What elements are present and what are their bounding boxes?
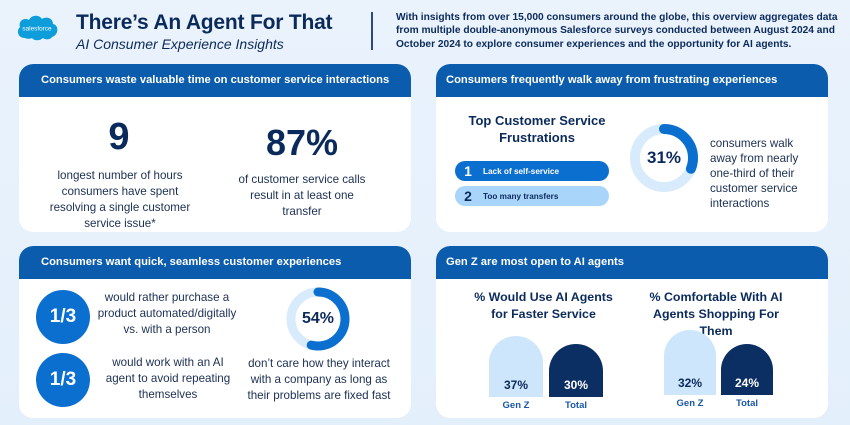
stat-transfer-value: 87% <box>265 122 339 163</box>
cloud-logo-icon: salesforce <box>17 15 58 41</box>
card-gen-z: Gen Z are most open to AI agents % Would… <box>436 246 828 418</box>
fraction-badge: 1/3 <box>36 290 90 344</box>
fraction-badge: 1/3 <box>36 353 90 407</box>
page-title: There’s An Agent For That <box>76 11 333 34</box>
card-wasted-time: Consumers waste valuable time on custome… <box>19 64 411 232</box>
bar-genz-faster: 37% <box>489 336 543 397</box>
frustrations-title: Top Customer Service Frustrations <box>468 113 606 145</box>
card-walk-away: Consumers frequently walk away from frus… <box>436 64 828 232</box>
stat-hours-text: longest number of hours consumers have s… <box>49 169 191 230</box>
chart-title-faster-service: % Would Use AI Agents for Faster Service <box>474 290 613 321</box>
salesforce-logo: salesforce <box>15 12 59 43</box>
stat-hours-value: 9 <box>108 116 130 158</box>
header-divider <box>371 12 373 50</box>
quick-stat-text: would rather purchase a product automate… <box>97 291 237 336</box>
card-heading: Consumers frequently walk away from frus… <box>436 64 828 97</box>
card-heading: Consumers waste valuable time on custome… <box>19 64 411 97</box>
bar-label-genz: Gen Z <box>502 400 530 411</box>
rank-number: 2 <box>464 188 472 204</box>
frustration-label: Lack of self-service <box>483 166 560 176</box>
walkaway-donut-chart: 31% <box>629 123 699 193</box>
bar-total-shopping: 24% <box>721 344 773 395</box>
rank-number: 1 <box>464 163 472 179</box>
bar-genz-shopping: 32% <box>664 330 716 395</box>
stat-transfer-text: of customer service calls result in at l… <box>238 173 366 218</box>
quick-stat-text: would work with an AI agent to avoid rep… <box>105 356 231 401</box>
bar-label-total: Total <box>736 398 758 409</box>
card-heading: Consumers want quick, seamless customer … <box>19 246 411 279</box>
chart-title-shopping: % Comfortable With AI Agents Shopping Fo… <box>649 290 783 338</box>
interaction-text: don’t care how they interact with a comp… <box>247 357 391 402</box>
svg-text:salesforce: salesforce <box>22 26 52 33</box>
frustration-label: Too many transfers <box>483 191 559 201</box>
bar-label-genz: Gen Z <box>676 398 704 409</box>
card-quick-experiences: Consumers want quick, seamless customer … <box>19 246 411 418</box>
frustration-item: 1 Lack of self-service <box>455 161 609 181</box>
intro-text: With insights from over 15,000 consumers… <box>396 12 838 50</box>
walkaway-text: consumers walk away from nearly one-thir… <box>710 137 799 210</box>
donut-value: 54% <box>301 310 335 327</box>
bar-total-faster: 30% <box>549 344 603 397</box>
bar-label-total: Total <box>565 400 587 411</box>
card-heading: Gen Z are most open to AI agents <box>436 246 828 279</box>
page-subtitle: AI Consumer Experience Insights <box>76 36 284 52</box>
donut-value: 31% <box>646 148 682 167</box>
interaction-donut-chart: 54% <box>285 286 351 352</box>
frustration-item: 2 Too many transfers <box>455 186 609 206</box>
header: salesforce There’s An Agent For That AI … <box>0 0 850 60</box>
